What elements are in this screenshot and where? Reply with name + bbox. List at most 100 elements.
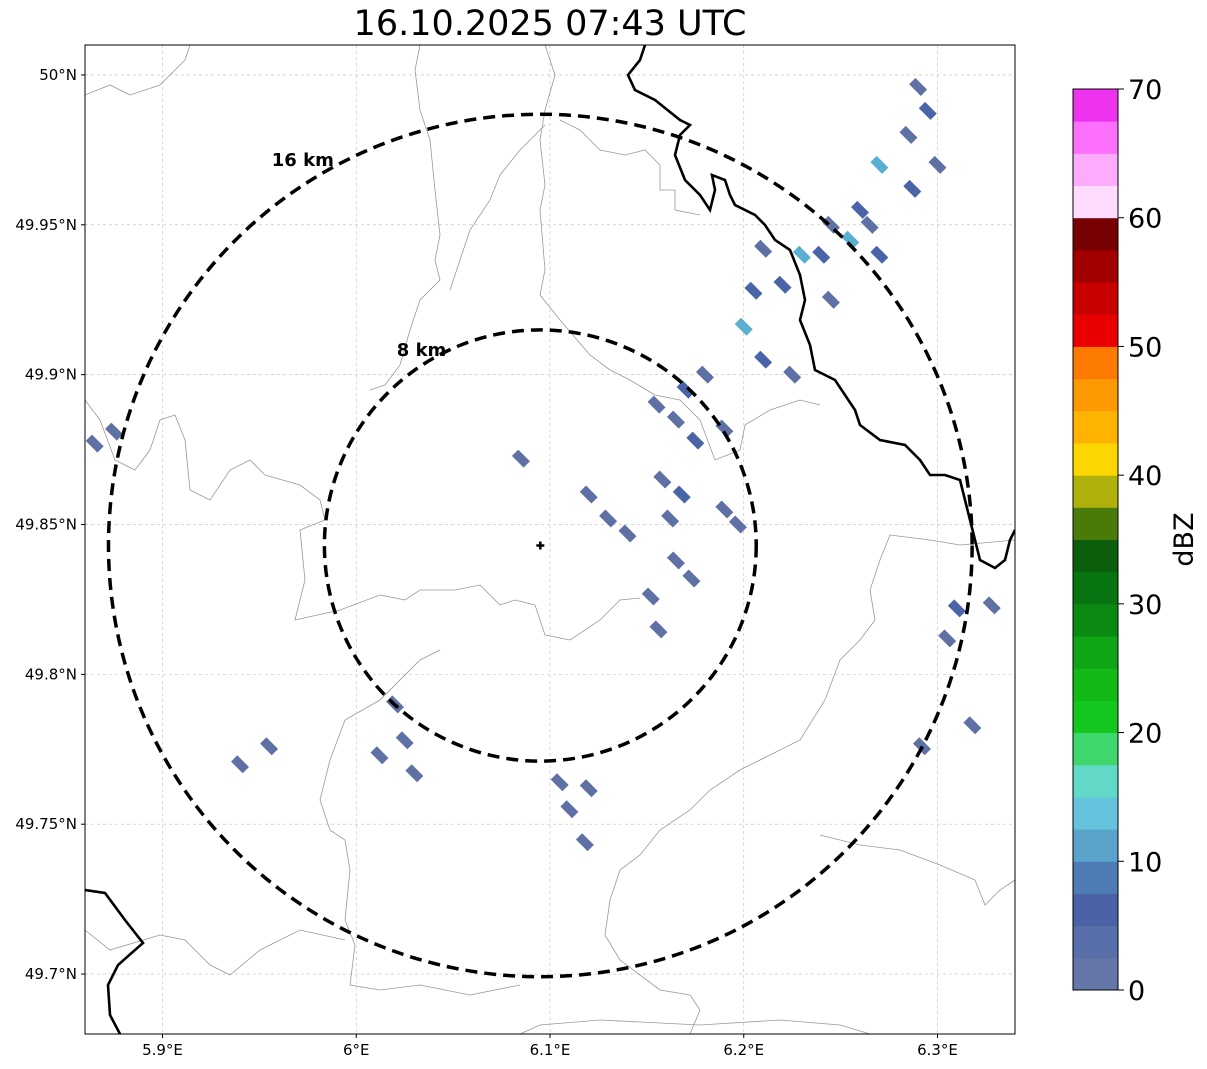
- colorbar-segment: [1073, 893, 1118, 927]
- echo-cell: [728, 515, 747, 534]
- radar-site-marker: [536, 541, 545, 550]
- echo-cell: [618, 524, 637, 543]
- colorbar-tick-label: 0: [1128, 976, 1145, 1007]
- colorbar-segment: [1073, 475, 1118, 508]
- colorbar-segment: [1073, 861, 1118, 894]
- colorbar-tick-label: 60: [1128, 204, 1162, 235]
- echo-cell: [599, 509, 618, 528]
- colorbar-segment: [1073, 668, 1118, 701]
- echo-cell: [579, 485, 598, 504]
- national-border: [626, 45, 1015, 570]
- colorbar-segment: [1073, 410, 1118, 444]
- admin-boundary: [449, 124, 546, 291]
- national-border: [85, 888, 145, 1034]
- axis-ticks: 50°N 49.95°N 49.9°N 49.85°N 49.8°N 49.75°N 49.…: [15, 66, 958, 1059]
- echo-cell: [575, 833, 594, 852]
- colorbar-segment: [1073, 925, 1118, 959]
- echo-cell: [560, 800, 579, 819]
- lat-tick-label: 50°N: [39, 66, 77, 84]
- admin-boundary: [819, 834, 1015, 906]
- admin-boundary: [369, 45, 441, 391]
- colorbar-segment: [1073, 603, 1118, 637]
- echo-cell: [870, 245, 889, 264]
- colorbar-segment: [1073, 314, 1118, 347]
- admin-boundary: [559, 119, 701, 216]
- echo-cell: [909, 77, 928, 96]
- echo-cell: [821, 290, 840, 309]
- colorbar-segment: [1073, 378, 1118, 412]
- reflectivity-echoes: [85, 77, 1001, 852]
- map-title: 16.10.2025 07:43 UTC: [353, 4, 747, 44]
- colorbar-segment: [1073, 764, 1118, 798]
- colorbar-segment: [1073, 571, 1118, 605]
- colorbar-tick-label: 20: [1128, 719, 1162, 750]
- lon-tick-label: 6.1°E: [530, 1041, 571, 1059]
- echo-cell: [511, 449, 530, 468]
- echo-cell: [641, 587, 660, 606]
- echo-cell: [696, 365, 714, 384]
- range-ring-label: 16 km: [272, 150, 334, 171]
- lat-tick-label: 49.7°N: [25, 965, 77, 983]
- echo-cell: [903, 179, 922, 198]
- admin-boundary: [85, 929, 346, 976]
- echo-cell: [928, 155, 947, 174]
- echo-cell: [938, 629, 957, 648]
- colorbar-tick-label: 30: [1128, 590, 1162, 621]
- echo-cell: [963, 716, 982, 735]
- echo-cell: [649, 620, 668, 639]
- gridlines: [85, 45, 1015, 1034]
- colorbar-segment: [1073, 636, 1118, 669]
- echo-cell: [231, 755, 249, 774]
- colorbar-tick-label: 40: [1128, 461, 1162, 492]
- echo-cell: [105, 422, 124, 441]
- echo-cell: [947, 599, 966, 618]
- colorbar-segment: [1073, 346, 1118, 380]
- colorbar-segment: [1073, 829, 1118, 862]
- echo-cell: [918, 101, 937, 120]
- echo-cell: [405, 764, 424, 783]
- range-rings: 8 km 16 km: [106, 112, 974, 979]
- echo-cell: [672, 485, 691, 504]
- echo-cell: [682, 569, 701, 588]
- colorbar-segment: [1073, 539, 1118, 573]
- colorbar-frame: [1072, 88, 1119, 991]
- admin-boundary: [519, 1019, 871, 1034]
- lon-tick-label: 6.3°E: [917, 1041, 958, 1059]
- echo-cell: [666, 410, 685, 429]
- colorbar-segment: [1073, 732, 1118, 766]
- colorbar: 0 10 20 30 40 50 60 70 dBZ: [1072, 75, 1200, 1007]
- echo-cell: [395, 731, 414, 750]
- lon-tick-label: 6.2°E: [723, 1041, 764, 1059]
- echo-cell: [841, 230, 860, 249]
- echo-cell: [647, 395, 666, 414]
- echo-cell: [653, 470, 672, 489]
- echo-cell: [734, 317, 753, 336]
- admin-boundary: [604, 534, 1015, 1034]
- lon-tick-label: 5.9°E: [142, 1041, 183, 1059]
- colorbar-segment: [1073, 700, 1118, 734]
- echo-cell: [666, 551, 685, 570]
- echo-cell: [870, 155, 889, 174]
- colorbar-segment: [1073, 282, 1118, 315]
- lat-tick-label: 49.85°N: [15, 516, 77, 534]
- range-ring: [106, 112, 974, 979]
- lat-tick-label: 49.95°N: [15, 216, 77, 234]
- range-ring-label: 8 km: [397, 340, 447, 361]
- echo-cell: [851, 200, 869, 219]
- echo-cell: [773, 275, 792, 294]
- echo-cell: [754, 239, 773, 258]
- colorbar-segment: [1073, 89, 1118, 122]
- lon-tick-label: 6°E: [343, 1041, 370, 1059]
- colorbar-segment: [1073, 796, 1118, 830]
- echo-cell: [550, 773, 569, 792]
- admin-boundary: [539, 45, 821, 461]
- colorbar-tick-label: 70: [1128, 75, 1162, 106]
- echo-cell: [982, 596, 1001, 615]
- echo-cell: [812, 245, 831, 264]
- colorbar-segment: [1073, 217, 1118, 251]
- echo-cell: [579, 779, 598, 798]
- echo-cell: [686, 431, 705, 450]
- echo-cell: [899, 125, 918, 144]
- admin-boundary: [85, 399, 641, 641]
